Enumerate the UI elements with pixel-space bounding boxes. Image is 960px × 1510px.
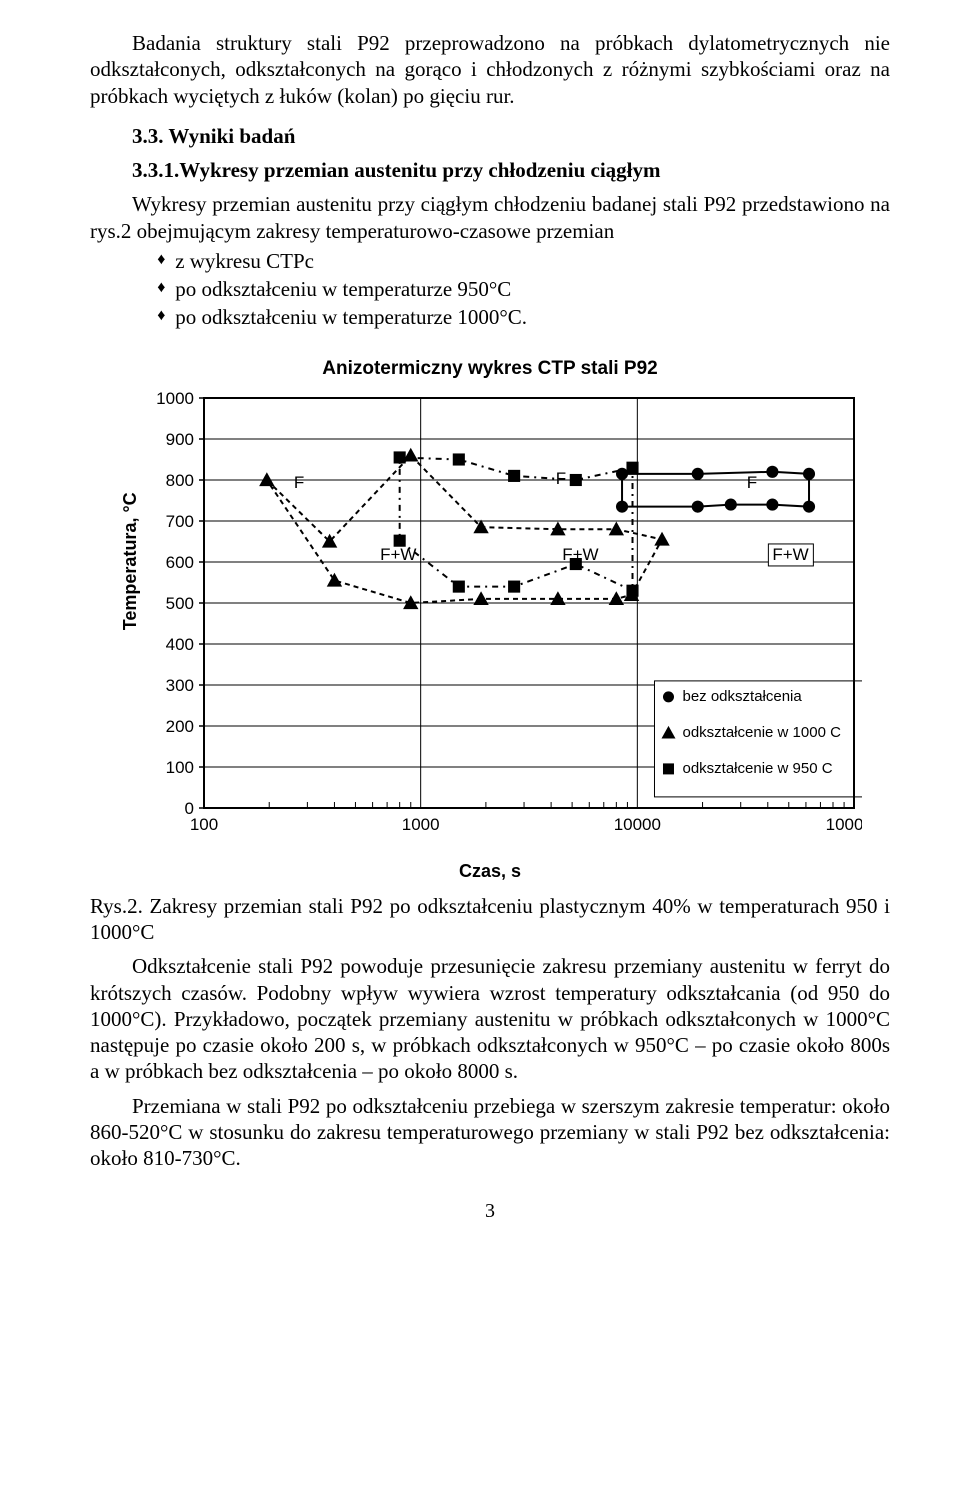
chart-container: Temperatura, °C 010020030040050060070080… <box>90 388 890 848</box>
svg-text:odkształcenie w 1000 C: odkształcenie w 1000 C <box>682 724 841 741</box>
bullet-item: ♦po odkształceniu w temperaturze 950°C <box>157 276 890 302</box>
bullet-list: ♦z wykresu CTPc♦po odkształceniu w tempe… <box>90 248 890 331</box>
svg-text:100000: 100000 <box>826 815 862 834</box>
svg-text:1000: 1000 <box>402 815 440 834</box>
body-paragraph: Przemiana w stali P92 po odkształceniu p… <box>90 1093 890 1172</box>
bullet-marker-icon: ♦ <box>157 304 175 328</box>
svg-text:F: F <box>556 469 566 488</box>
svg-text:700: 700 <box>166 512 194 531</box>
svg-text:500: 500 <box>166 594 194 613</box>
svg-text:1000: 1000 <box>156 389 194 408</box>
svg-text:F: F <box>294 473 304 492</box>
bullet-item: ♦po odkształceniu w temperaturze 1000°C. <box>157 304 890 330</box>
svg-text:900: 900 <box>166 430 194 449</box>
svg-text:400: 400 <box>166 635 194 654</box>
svg-text:F+W: F+W <box>772 545 808 564</box>
bullet-marker-icon: ♦ <box>157 248 175 272</box>
section-heading: 3.3. Wyniki badań <box>90 123 890 149</box>
svg-text:200: 200 <box>166 717 194 736</box>
svg-text:odkształcenie w 950 C: odkształcenie w 950 C <box>682 760 832 777</box>
chart-title: Anizotermiczny wykres CTP stali P92 <box>90 357 890 381</box>
svg-text:F+W: F+W <box>380 545 416 564</box>
svg-text:800: 800 <box>166 471 194 490</box>
bullet-text: po odkształceniu w temperaturze 1000°C. <box>175 304 890 330</box>
bullet-text: po odkształceniu w temperaturze 950°C <box>175 276 890 302</box>
intro-paragraph: Badania struktury stali P92 przeprowadzo… <box>90 30 890 109</box>
svg-text:F+W: F+W <box>562 545 598 564</box>
body-paragraph: Wykresy przemian austenitu przy ciągłym … <box>90 191 890 244</box>
subsection-heading: 3.3.1.Wykresy przemian austenitu przy ch… <box>90 157 890 183</box>
ctp-chart: 0100200300400500600700800900100010010001… <box>142 388 862 848</box>
chart-ylabel: Temperatura, °C <box>119 606 142 630</box>
figure-caption: Rys.2. Zakresy przemian stali P92 po odk… <box>90 893 890 946</box>
svg-text:300: 300 <box>166 676 194 695</box>
bullet-item: ♦z wykresu CTPc <box>157 248 890 274</box>
body-paragraph: Odkształcenie stali P92 powoduje przesun… <box>90 953 890 1084</box>
svg-text:F: F <box>747 473 757 492</box>
chart-xlabel: Czas, s <box>90 860 890 883</box>
svg-text:10000: 10000 <box>614 815 661 834</box>
svg-text:100: 100 <box>166 758 194 777</box>
bullet-text: z wykresu CTPc <box>175 248 890 274</box>
svg-text:bez odkształcenia: bez odkształcenia <box>682 688 802 705</box>
svg-text:600: 600 <box>166 553 194 572</box>
page-number: 3 <box>90 1199 890 1224</box>
svg-text:100: 100 <box>190 815 218 834</box>
bullet-marker-icon: ♦ <box>157 276 175 300</box>
